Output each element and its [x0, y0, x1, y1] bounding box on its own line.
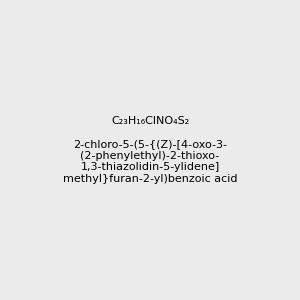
Text: C₂₃H₁₆ClNO₄S₂

2-chloro-5-(5-{(Z)-[4-oxo-3-
(2-phenylethyl)-2-thioxo-
1,3-thiazo: C₂₃H₁₆ClNO₄S₂ 2-chloro-5-(5-{(Z)-[4-oxo-… [63, 116, 237, 184]
